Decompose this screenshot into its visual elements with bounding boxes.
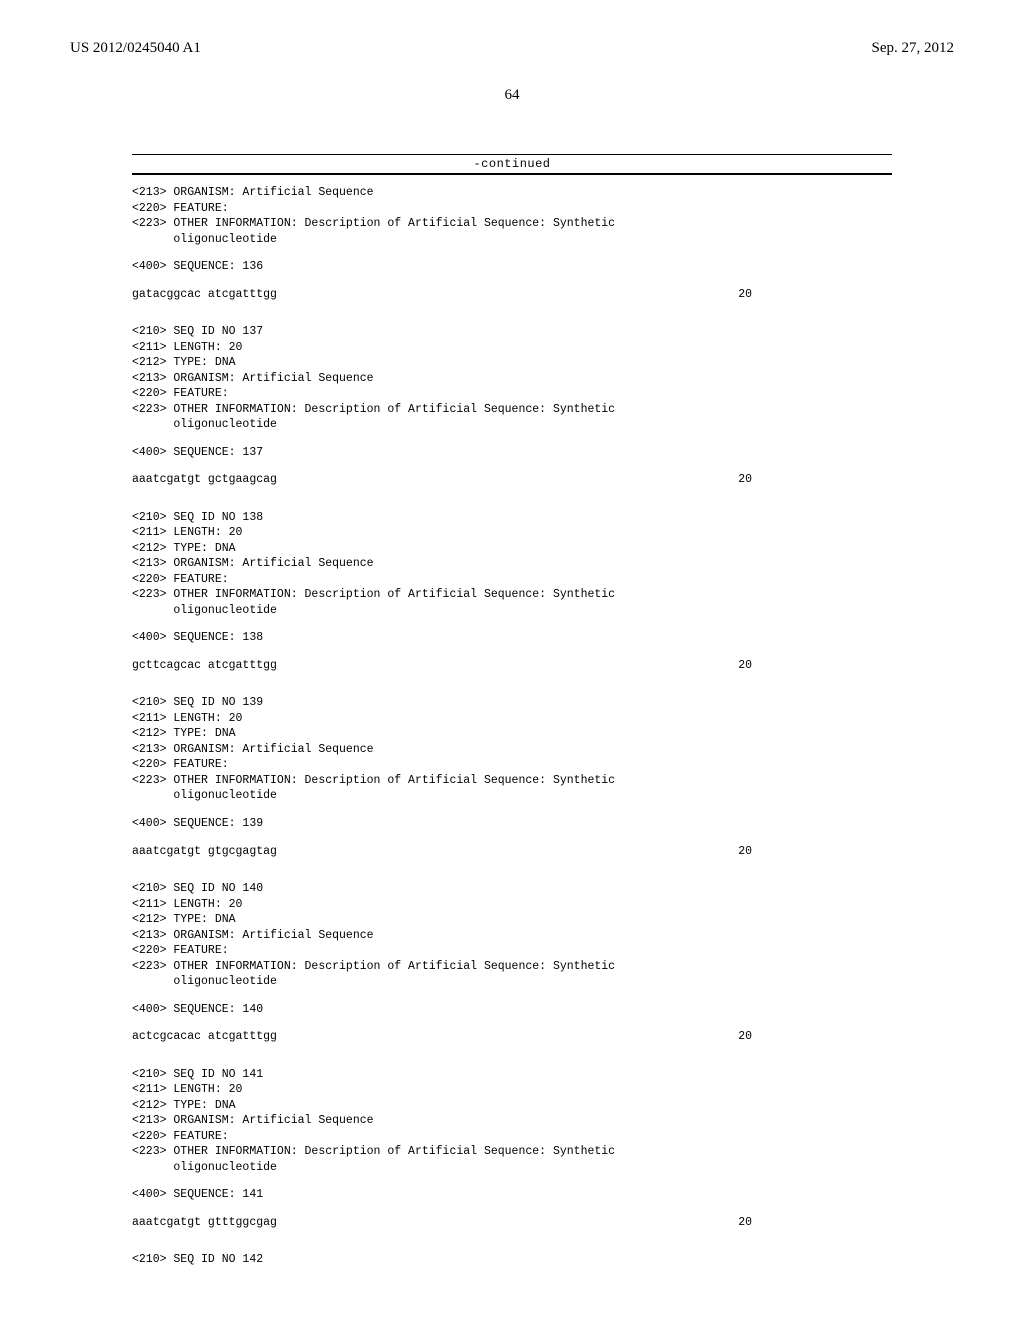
sequence-block: <213> ORGANISM: Artificial Sequence<220>… [132, 185, 892, 302]
publication-number: US 2012/0245040 A1 [70, 40, 201, 57]
sequence-block: <210> SEQ ID NO 140<211> LENGTH: 20<212>… [132, 881, 892, 1045]
rule-top [132, 154, 892, 155]
seq-meta-line: <212> TYPE: DNA [132, 355, 892, 371]
sequence-length: 20 [738, 1215, 752, 1231]
seq-row: actcgcacac atcgatttgg 20 [132, 1029, 752, 1045]
sequence-block: <210> SEQ ID NO 139<211> LENGTH: 20<212>… [132, 695, 892, 859]
sequence-text: aaatcgatgt gtgcgagtag [132, 844, 277, 860]
seq-meta-line: <220> FEATURE: [132, 386, 892, 402]
seq-meta-line: <212> TYPE: DNA [132, 1098, 892, 1114]
sequence-text: aaatcgatgt gtttggcgag [132, 1215, 277, 1231]
sequence-listing: <213> ORGANISM: Artificial Sequence<220>… [132, 185, 892, 1268]
seq-meta-line: <212> TYPE: DNA [132, 726, 892, 742]
rule-thick [132, 173, 892, 175]
seq-meta-line: <210> SEQ ID NO 137 [132, 324, 892, 340]
seq-meta-line: <213> ORGANISM: Artificial Sequence [132, 1113, 892, 1129]
seq-meta-line: <211> LENGTH: 20 [132, 1082, 892, 1098]
seq-meta-line: oligonucleotide [132, 974, 892, 990]
sequence-length: 20 [738, 658, 752, 674]
seq-label: <400> SEQUENCE: 136 [132, 259, 892, 275]
seq-meta-line: <213> ORGANISM: Artificial Sequence [132, 556, 892, 572]
seq-meta-line: <223> OTHER INFORMATION: Description of … [132, 1144, 892, 1160]
seq-meta-line: <220> FEATURE: [132, 757, 892, 773]
sequence-block: <210> SEQ ID NO 138<211> LENGTH: 20<212>… [132, 510, 892, 674]
seq-meta-line: <211> LENGTH: 20 [132, 525, 892, 541]
seq-row: gatacggcac atcgatttgg 20 [132, 287, 752, 303]
page-container: US 2012/0245040 A1 Sep. 27, 2012 64 -con… [0, 0, 1024, 1308]
seq-meta-line: oligonucleotide [132, 232, 892, 248]
seq-label: <400> SEQUENCE: 138 [132, 630, 892, 646]
sequence-length: 20 [738, 287, 752, 303]
seq-meta-line: <213> ORGANISM: Artificial Sequence [132, 185, 892, 201]
seq-label: <400> SEQUENCE: 137 [132, 445, 892, 461]
seq-row: aaatcgatgt gtgcgagtag 20 [132, 844, 752, 860]
sequence-length: 20 [738, 1029, 752, 1045]
seq-meta-line: <223> OTHER INFORMATION: Description of … [132, 959, 892, 975]
seq-meta-line: <213> ORGANISM: Artificial Sequence [132, 371, 892, 387]
sequence-text: gatacggcac atcgatttgg [132, 287, 277, 303]
seq-meta-line: <223> OTHER INFORMATION: Description of … [132, 216, 892, 232]
seq-meta-line: <220> FEATURE: [132, 943, 892, 959]
seq-row: aaatcgatgt gtttggcgag 20 [132, 1215, 752, 1231]
seq-label: <400> SEQUENCE: 140 [132, 1002, 892, 1018]
sequence-text: actcgcacac atcgatttgg [132, 1029, 277, 1045]
sequence-text: gcttcagcac atcgatttgg [132, 658, 277, 674]
seq-meta-line: oligonucleotide [132, 417, 892, 433]
seq-meta-line: <213> ORGANISM: Artificial Sequence [132, 928, 892, 944]
seq-meta-line: <210> SEQ ID NO 141 [132, 1067, 892, 1083]
seq-meta-line: <213> ORGANISM: Artificial Sequence [132, 742, 892, 758]
page-header: US 2012/0245040 A1 Sep. 27, 2012 [70, 40, 954, 57]
page-number: 64 [70, 87, 954, 104]
sequence-block: <210> SEQ ID NO 141<211> LENGTH: 20<212>… [132, 1067, 892, 1231]
seq-meta-line: oligonucleotide [132, 788, 892, 804]
seq-meta-line: <223> OTHER INFORMATION: Description of … [132, 587, 892, 603]
seq-meta-line: <223> OTHER INFORMATION: Description of … [132, 402, 892, 418]
seq-meta-line: <210> SEQ ID NO 138 [132, 510, 892, 526]
seq-meta-line: <212> TYPE: DNA [132, 912, 892, 928]
seq-meta-line: <211> LENGTH: 20 [132, 340, 892, 356]
seq-meta-line: <210> SEQ ID NO 142 [132, 1252, 892, 1268]
seq-meta-line: oligonucleotide [132, 1160, 892, 1176]
publication-date: Sep. 27, 2012 [872, 40, 955, 57]
seq-meta-line: <211> LENGTH: 20 [132, 711, 892, 727]
seq-row: aaatcgatgt gctgaagcag 20 [132, 472, 752, 488]
seq-meta-line: <210> SEQ ID NO 140 [132, 881, 892, 897]
seq-meta-line: <220> FEATURE: [132, 572, 892, 588]
seq-meta-line: <220> FEATURE: [132, 1129, 892, 1145]
seq-label: <400> SEQUENCE: 139 [132, 816, 892, 832]
seq-meta-line: <212> TYPE: DNA [132, 541, 892, 557]
seq-meta-line: oligonucleotide [132, 603, 892, 619]
sequence-text: aaatcgatgt gctgaagcag [132, 472, 277, 488]
seq-meta-line: <210> SEQ ID NO 139 [132, 695, 892, 711]
sequence-length: 20 [738, 472, 752, 488]
seq-row: gcttcagcac atcgatttgg 20 [132, 658, 752, 674]
sequence-length: 20 [738, 844, 752, 860]
seq-label: <400> SEQUENCE: 141 [132, 1187, 892, 1203]
continued-label: -continued [132, 157, 892, 173]
seq-meta-line: <211> LENGTH: 20 [132, 897, 892, 913]
sequence-block: <210> SEQ ID NO 137<211> LENGTH: 20<212>… [132, 324, 892, 488]
continued-wrap: -continued [132, 154, 892, 175]
seq-meta-line: <220> FEATURE: [132, 201, 892, 217]
seq-meta-line: <223> OTHER INFORMATION: Description of … [132, 773, 892, 789]
